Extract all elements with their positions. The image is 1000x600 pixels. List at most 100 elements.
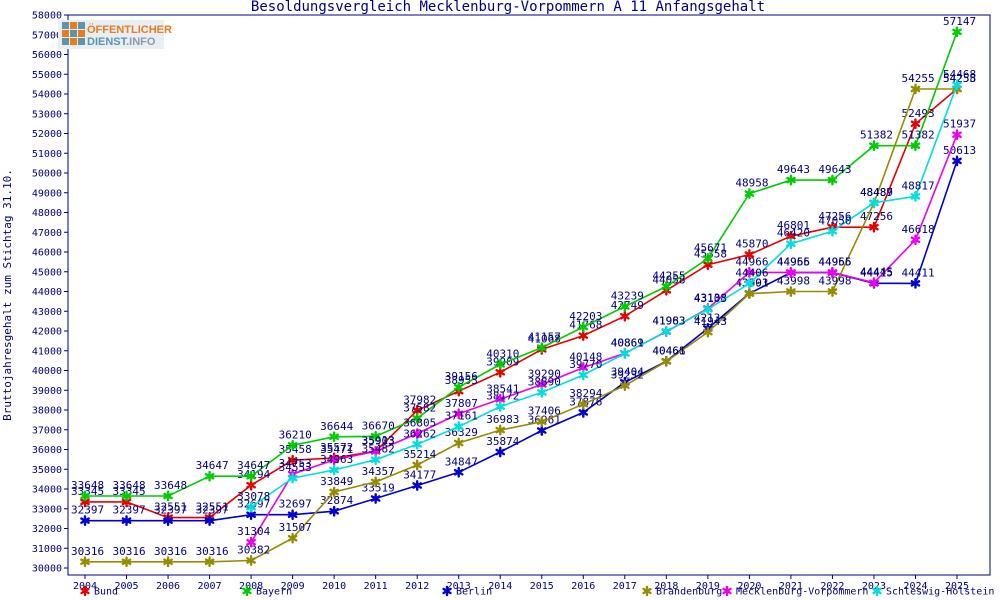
logo-square: [70, 30, 77, 37]
y-tick-label: 41000: [32, 346, 62, 357]
legend-item-mecklenburg-vorpommern: Mecklenburg-Vorpommern: [722, 585, 868, 598]
data-label-berlin: 44411: [901, 266, 934, 279]
y-tick-label: 45000: [32, 267, 62, 278]
marker-ray: [869, 279, 879, 287]
data-label-mecklenburg-vorpommern: 51937: [943, 118, 976, 131]
y-tick-label: 51000: [32, 149, 62, 160]
data-point-berlin: [163, 515, 173, 527]
marker-ray: [204, 517, 215, 524]
y-tick-label: 37000: [32, 425, 62, 436]
marker-ray: [703, 255, 713, 262]
marker-ray: [412, 414, 423, 422]
marker-ray: [661, 283, 672, 290]
y-tick-label: 40000: [32, 366, 62, 377]
data-point-schleswig-holstein: [453, 421, 464, 432]
data-label-berlin: 32397: [71, 504, 104, 517]
logo-info-text: .INFO: [126, 36, 156, 48]
data-label-bayern: 34647: [237, 459, 270, 472]
data-label-brandenburg: 41943: [694, 315, 727, 328]
marker-ray: [869, 199, 879, 207]
marker-ray: [619, 382, 630, 389]
data-point-bayern: [661, 281, 672, 292]
data-label-brandenburg: 54255: [943, 72, 976, 85]
data-label-mecklenburg-vorpommern: 39290: [528, 368, 561, 381]
data-label-bund: 33345: [71, 485, 104, 498]
marker-ray: [80, 587, 90, 595]
data-label-mecklenburg-vorpommern: 46618: [901, 223, 934, 236]
x-tick-label: 2005: [114, 581, 138, 592]
marker-ray: [744, 290, 755, 297]
data-label-brandenburg: 30316: [113, 545, 146, 558]
data-label-bund: 45870: [735, 238, 768, 251]
data-label-bund: 44058: [652, 273, 685, 286]
marker-ray: [163, 558, 173, 566]
marker-ray: [619, 350, 630, 357]
x-tick-label: 2019: [696, 581, 720, 592]
marker-ray: [412, 482, 423, 489]
x-tick-label: 2017: [613, 581, 637, 592]
data-label-bayern: 44255: [652, 269, 685, 282]
data-point-bayern: [80, 490, 90, 502]
data-point-mecklenburg-vorpommern: [786, 267, 796, 278]
data-label-bayern: 48958: [735, 177, 768, 190]
marker-ray: [495, 396, 506, 403]
data-point-brandenburg: [121, 556, 132, 568]
marker-ray: [242, 587, 252, 595]
site-logo[interactable]: ÖFFENTLICHER DIENST.INFO: [58, 20, 172, 49]
data-label-bund: 37982: [403, 393, 436, 406]
data-point-bund: [578, 330, 589, 341]
plot-border: [67, 14, 991, 576]
marker-ray: [204, 472, 215, 480]
data-label-bund: 46801: [777, 219, 810, 232]
marker-ray: [578, 364, 589, 371]
data-point-brandenburg: [329, 486, 339, 498]
marker-ray: [442, 587, 452, 595]
marker-ray: [287, 442, 298, 449]
data-point-bund: [246, 479, 256, 491]
data-point-mecklenburg-vorpommern: [744, 267, 755, 278]
data-label-bayern: 39156: [445, 370, 478, 383]
data-label-bund: 33345: [113, 485, 146, 498]
data-point-bayern: [163, 490, 173, 502]
data-point-bayern: [204, 470, 215, 482]
data-point-brandenburg: [412, 459, 423, 471]
data-label-bund: 38953: [445, 374, 478, 387]
data-point-bayern: [703, 253, 713, 264]
data-label-mecklenburg-vorpommern: 40869: [611, 336, 644, 349]
marker-ray: [952, 157, 962, 165]
marker-ray: [642, 587, 652, 595]
marker-ray: [661, 328, 672, 335]
x-tick-label: 2012: [405, 581, 429, 592]
marker-ray: [578, 400, 589, 408]
data-label-berlin: 32397: [154, 504, 187, 517]
marker-ray: [287, 511, 298, 519]
logo-square: [70, 38, 77, 45]
data-point-schleswig-holstein: [370, 454, 381, 466]
marker-ray: [786, 269, 796, 276]
data-label-schleswig-holstein: 36262: [403, 427, 436, 440]
marker-ray: [619, 303, 630, 310]
marker-ray: [578, 332, 589, 339]
legend-item-schleswig-holstein: Schleswig-Holstein: [872, 585, 994, 598]
y-tick-label: 55000: [32, 70, 62, 81]
data-point-schleswig-holstein: [578, 369, 589, 381]
data-label-berlin: 35874: [486, 435, 519, 448]
data-point-mecklenburg-vorpommern: [827, 267, 838, 278]
logo-line2: DIENST.INFO: [87, 36, 156, 48]
legend-label-berlin: Berlin: [456, 587, 492, 598]
marker-ray: [910, 85, 921, 93]
y-tick-label: 39000: [32, 386, 62, 397]
marker-ray: [869, 142, 879, 150]
marker-ray: [619, 312, 630, 320]
marker-ray: [412, 461, 423, 469]
data-point-bayern: [910, 140, 921, 152]
series-line-bayern: [85, 31, 958, 497]
data-label-berlin: 32397: [113, 504, 146, 517]
marker-ray: [578, 323, 589, 331]
data-point-schleswig-holstein: [703, 303, 713, 315]
data-label-mecklenburg-vorpommern: 34753: [279, 457, 312, 470]
data-point-mecklenburg-vorpommern: [246, 536, 256, 548]
data-point-bayern: [536, 342, 547, 354]
logo-square: [62, 30, 69, 37]
data-label-bund: 47256: [818, 210, 851, 223]
